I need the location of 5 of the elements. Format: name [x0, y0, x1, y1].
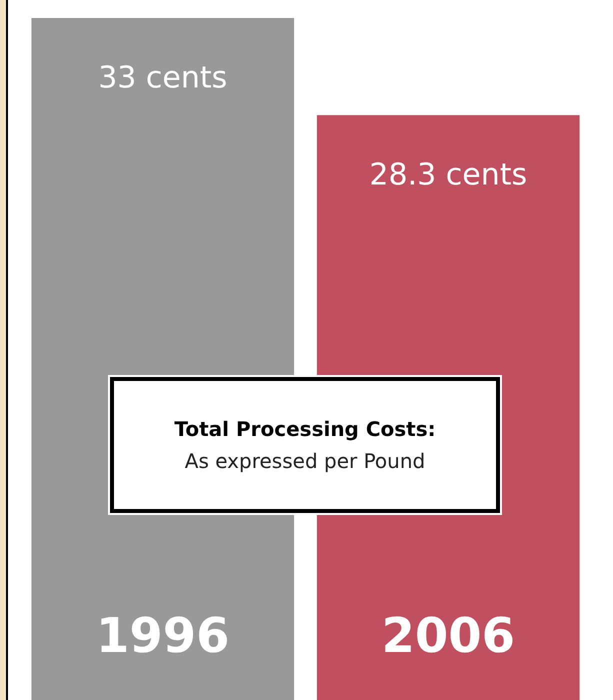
- data-label: 33 cents: [98, 60, 228, 96]
- x-tick-label: 2006: [381, 608, 516, 664]
- x-tick-label: 1996: [96, 608, 230, 664]
- data-label: 28.3 cents: [369, 158, 528, 193]
- text-box: Total Processing Costs: As expressed per Pound: [110, 377, 500, 513]
